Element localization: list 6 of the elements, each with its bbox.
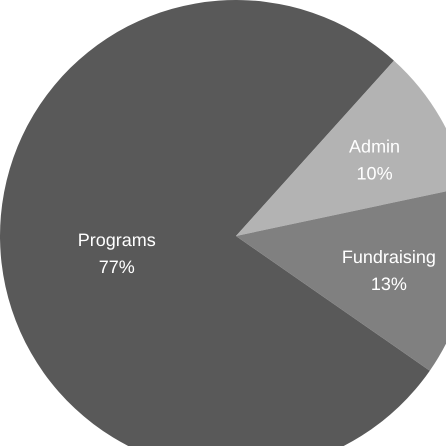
data-label: 13% xyxy=(370,274,407,294)
slice-label: Programs xyxy=(78,230,156,250)
data-label: 77% xyxy=(98,257,135,278)
data-label: 10% xyxy=(356,163,393,184)
slice-label: Fundraising xyxy=(342,247,436,268)
slice-label: Admin xyxy=(349,136,400,156)
